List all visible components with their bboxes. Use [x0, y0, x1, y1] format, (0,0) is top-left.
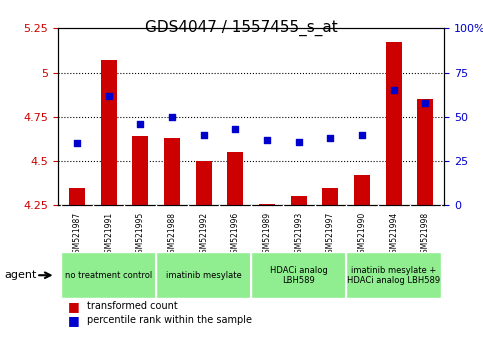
Bar — [69, 188, 85, 205]
Text: transformed count: transformed count — [87, 301, 178, 311]
Text: GSM521996: GSM521996 — [231, 212, 240, 258]
Text: GSM521994: GSM521994 — [389, 212, 398, 258]
FancyBboxPatch shape — [61, 252, 156, 298]
Bar — [101, 60, 116, 205]
Bar — [417, 99, 433, 205]
Point — [136, 121, 144, 127]
Point — [105, 93, 113, 98]
FancyBboxPatch shape — [251, 252, 346, 298]
Bar — [354, 175, 370, 205]
Text: GSM521988: GSM521988 — [168, 212, 176, 258]
Point — [168, 114, 176, 120]
Point — [390, 87, 398, 93]
FancyBboxPatch shape — [346, 252, 441, 298]
Text: GSM521997: GSM521997 — [326, 212, 335, 258]
Text: GSM521995: GSM521995 — [136, 212, 145, 258]
Text: imatinib mesylate: imatinib mesylate — [166, 271, 242, 280]
Bar — [227, 152, 243, 205]
Point — [295, 139, 302, 144]
Text: percentile rank within the sample: percentile rank within the sample — [87, 315, 252, 325]
Point — [73, 141, 81, 146]
Text: GSM521990: GSM521990 — [357, 212, 367, 258]
Text: GSM521998: GSM521998 — [421, 212, 430, 258]
Point — [358, 132, 366, 137]
Bar — [291, 196, 307, 205]
Text: GSM521989: GSM521989 — [262, 212, 271, 258]
Text: no treatment control: no treatment control — [65, 271, 152, 280]
Bar — [259, 204, 275, 205]
FancyBboxPatch shape — [156, 252, 251, 298]
Bar — [132, 136, 148, 205]
Point — [422, 100, 429, 105]
Bar — [323, 188, 338, 205]
Bar — [386, 42, 401, 205]
Text: GSM521992: GSM521992 — [199, 212, 208, 258]
Text: HDACi analog
LBH589: HDACi analog LBH589 — [270, 266, 327, 285]
Point — [231, 126, 239, 132]
Text: GSM521987: GSM521987 — [72, 212, 82, 258]
Text: ■: ■ — [68, 314, 79, 327]
Text: GDS4047 / 1557455_s_at: GDS4047 / 1557455_s_at — [145, 19, 338, 36]
Point — [200, 132, 208, 137]
Point — [263, 137, 271, 143]
Text: ■: ■ — [68, 300, 79, 313]
Text: imatinib mesylate +
HDACi analog LBH589: imatinib mesylate + HDACi analog LBH589 — [347, 266, 440, 285]
Text: agent: agent — [5, 270, 37, 280]
Bar — [196, 161, 212, 205]
Text: GSM521993: GSM521993 — [294, 212, 303, 258]
Bar — [164, 138, 180, 205]
Point — [327, 135, 334, 141]
Text: GSM521991: GSM521991 — [104, 212, 113, 258]
